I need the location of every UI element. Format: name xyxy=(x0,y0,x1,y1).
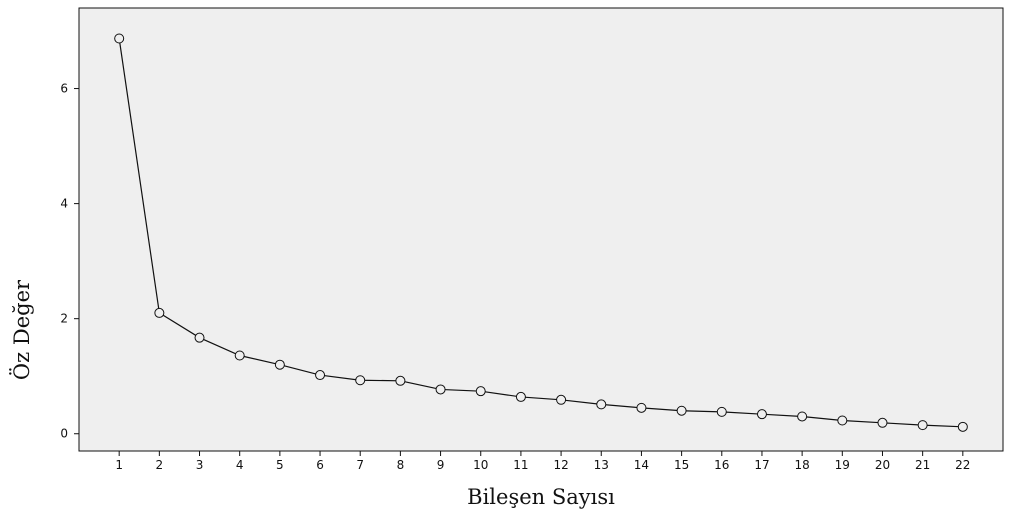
data-point-14 xyxy=(636,402,647,413)
x-tick-label-21: 21 xyxy=(915,458,930,472)
data-point-1 xyxy=(114,33,125,44)
x-tick-label-4: 4 xyxy=(236,458,244,472)
data-point-22 xyxy=(957,421,968,432)
x-tick-label-8: 8 xyxy=(397,458,405,472)
data-point-7 xyxy=(355,375,366,386)
x-tick-label-12: 12 xyxy=(553,458,568,472)
data-point-16 xyxy=(716,406,727,417)
plot-area xyxy=(78,7,1004,452)
x-tick-label-20: 20 xyxy=(875,458,890,472)
x-tick-label-9: 9 xyxy=(437,458,445,472)
x-tick-label-14: 14 xyxy=(634,458,649,472)
y-tick-label-0: 0 xyxy=(60,427,68,441)
data-point-6 xyxy=(315,370,326,381)
x-axis: 1 2 3 4 5 6 7 8 9 10 11 12 13 14 15 16 17 18 19 20 21 22 xyxy=(115,451,970,472)
x-tick-label-7: 7 xyxy=(356,458,364,472)
x-tick-label-5: 5 xyxy=(276,458,284,472)
data-point-15 xyxy=(676,405,687,416)
y-tick-label-2: 2 xyxy=(60,312,68,326)
data-point-18 xyxy=(797,411,808,422)
x-tick-label-1: 1 xyxy=(115,458,123,472)
x-tick-label-11: 11 xyxy=(513,458,528,472)
data-point-2 xyxy=(154,307,165,318)
x-tick-label-16: 16 xyxy=(714,458,729,472)
data-point-9 xyxy=(435,384,446,395)
x-axis-title: Bileşen Sayısı xyxy=(467,485,615,509)
data-point-11 xyxy=(515,391,526,402)
data-point-12 xyxy=(556,394,567,405)
x-tick-label-22: 22 xyxy=(955,458,970,472)
data-point-8 xyxy=(395,375,406,386)
y-axis-title: Öz Değer xyxy=(9,279,34,380)
data-point-3 xyxy=(194,332,205,343)
x-tick-label-3: 3 xyxy=(196,458,204,472)
series-line xyxy=(118,38,963,428)
data-point-21 xyxy=(917,420,928,431)
y-tick-label-4: 4 xyxy=(60,197,68,211)
x-tick-label-17: 17 xyxy=(754,458,769,472)
data-points xyxy=(114,33,968,432)
data-point-10 xyxy=(475,386,486,397)
data-point-17 xyxy=(756,409,767,420)
x-tick-label-2: 2 xyxy=(156,458,164,472)
data-point-13 xyxy=(596,399,607,410)
x-tick-label-18: 18 xyxy=(794,458,809,472)
x-tick-label-19: 19 xyxy=(835,458,850,472)
y-axis: 0 2 4 6 xyxy=(60,82,79,441)
data-point-4 xyxy=(234,350,245,361)
data-point-19 xyxy=(837,415,848,426)
x-tick-label-6: 6 xyxy=(316,458,324,472)
y-tick-label-6: 6 xyxy=(60,82,68,96)
x-tick-label-10: 10 xyxy=(473,458,488,472)
data-point-5 xyxy=(274,359,285,370)
x-tick-label-15: 15 xyxy=(674,458,689,472)
data-point-20 xyxy=(877,417,888,428)
x-tick-label-13: 13 xyxy=(594,458,609,472)
